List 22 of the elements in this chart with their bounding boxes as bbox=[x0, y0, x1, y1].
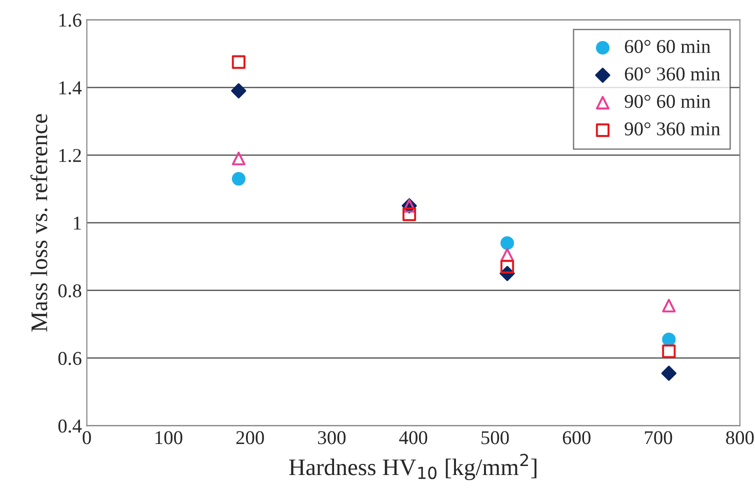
x-tick-label: 0 bbox=[82, 431, 91, 444]
x-tick-label: 400 bbox=[399, 431, 428, 444]
y-axis-title: Mass loss vs. reference bbox=[30, 114, 48, 332]
y-tick-label: 1.2 bbox=[59, 148, 81, 162]
y-tick-label: 1.6 bbox=[59, 14, 82, 27]
x-tick-label: 600 bbox=[562, 431, 590, 444]
legend-label: 60° 60 min bbox=[624, 40, 710, 54]
legend-label: 60° 360 min bbox=[624, 67, 720, 81]
x-tick-label: 500 bbox=[482, 431, 509, 444]
y-tick-label: 0.8 bbox=[58, 284, 82, 298]
x-tick-label: 700 bbox=[644, 431, 672, 444]
x-tick-label: 300 bbox=[318, 431, 346, 444]
y-tick-label: 0.6 bbox=[58, 352, 82, 366]
legend-label: 90° 360 min bbox=[624, 122, 720, 136]
x-axis-title: Hardness HV$_{10}$ [kg/mm$^{2}$] bbox=[289, 454, 536, 480]
x-tick-label: 100 bbox=[156, 431, 182, 444]
y-tick-label: 1 bbox=[74, 216, 81, 230]
legend-label: 90° 60 min bbox=[624, 94, 710, 108]
x-tick-label: 800 bbox=[726, 431, 754, 444]
y-tick-label: 1.4 bbox=[59, 81, 82, 94]
x-tick-label: 200 bbox=[236, 431, 264, 444]
y-tick-label: 0.4 bbox=[58, 420, 82, 433]
